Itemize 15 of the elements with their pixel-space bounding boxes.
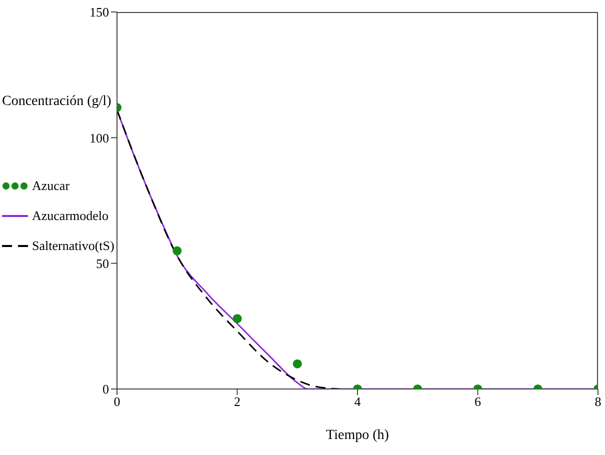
y-tick-label: 150	[90, 4, 109, 20]
legend-label: Azucar	[32, 178, 70, 194]
y-tick-label: 0	[102, 382, 109, 397]
x-tick-label: 2	[234, 394, 240, 410]
y-axis-title: Concentración (g/l)	[2, 93, 112, 111]
x-tick-label: 4	[354, 394, 362, 410]
x-tick-label: 0	[114, 394, 120, 410]
x-axis-title: Tiempo (h)	[326, 428, 390, 443]
point	[172, 246, 182, 256]
x-tick-label: 8	[594, 394, 602, 410]
legend-label: Azucarmodelo	[32, 208, 109, 224]
y-tick-label: 100	[90, 130, 109, 146]
y-tick-label: 50	[96, 256, 109, 271]
x-tick-label: 6	[474, 394, 482, 410]
legend-label: Salternativo(tS)	[32, 238, 114, 254]
